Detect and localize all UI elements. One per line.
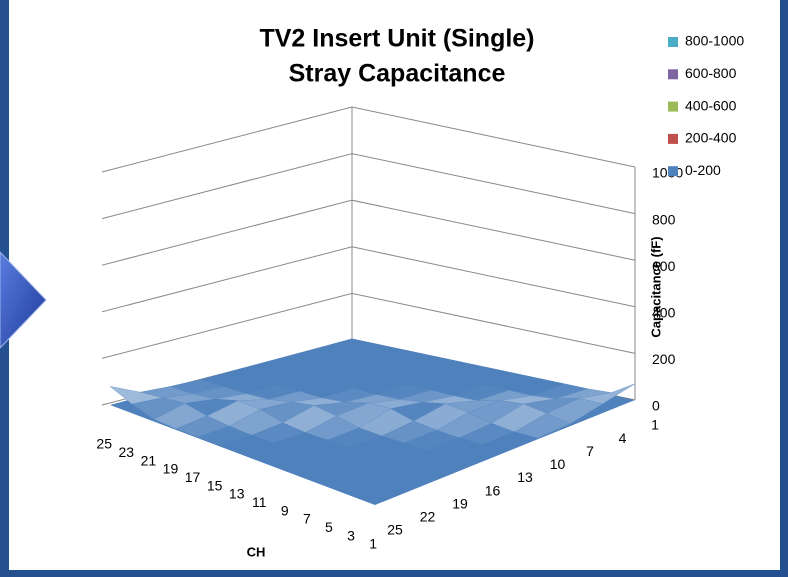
chart-subtitle: Stray Capacitance xyxy=(289,60,506,88)
surface-cell xyxy=(352,482,409,505)
x-tick-label: 17 xyxy=(185,469,201,485)
y-tick-label: 4 xyxy=(619,430,627,446)
x-axis-title: CH xyxy=(247,544,266,559)
x-tick-label: 11 xyxy=(252,494,267,510)
arrow-decoration xyxy=(0,251,47,349)
legend-label: 400-600 xyxy=(685,97,737,113)
y-tick-label: 1 xyxy=(651,417,659,433)
y-tick-label: 7 xyxy=(586,443,594,459)
x-tick-label: 3 xyxy=(347,527,355,543)
chart-title: TV2 Insert Unit (Single) xyxy=(259,25,534,53)
legend-swatch xyxy=(668,37,678,47)
x-tick-label: 13 xyxy=(229,486,245,502)
legend-label: 0-200 xyxy=(685,162,721,178)
x-tick-label: 23 xyxy=(119,444,135,460)
z-tick-label: 600 xyxy=(652,258,676,274)
x-tick-label: 25 xyxy=(96,436,112,452)
y-tick-label: 22 xyxy=(420,509,436,525)
y-tick-label: 25 xyxy=(387,522,403,538)
z-axis-title: Capacitance (fF) xyxy=(648,236,663,337)
legend-label: 200-400 xyxy=(685,130,737,146)
x-tick-label: 15 xyxy=(207,477,223,493)
x-tick-label: 7 xyxy=(303,511,311,527)
legend-swatch xyxy=(668,101,678,112)
x-tick-label: 9 xyxy=(281,502,289,518)
x-tick-label: 1 xyxy=(369,536,377,552)
y-tick-label: 19 xyxy=(452,495,468,511)
z-tick-label: 800 xyxy=(652,211,676,227)
z-tick-label: 0 xyxy=(652,398,660,414)
y-tick-label: 10 xyxy=(550,456,566,472)
y-tick-label: 13 xyxy=(517,469,533,485)
surface xyxy=(109,338,636,505)
z-tick-label: 400 xyxy=(652,305,676,321)
legend-swatch xyxy=(668,166,678,177)
z-tick-label: 200 xyxy=(652,351,676,367)
x-tick-label: 21 xyxy=(141,452,157,468)
x-tick-label: 19 xyxy=(163,461,179,477)
legend-swatch xyxy=(668,69,678,80)
legend-label: 600-800 xyxy=(685,65,737,81)
legend-label: 800-1000 xyxy=(685,33,744,49)
x-tick-label: 5 xyxy=(325,519,333,535)
y-tick-label: 16 xyxy=(485,482,501,498)
legend-swatch xyxy=(668,133,678,144)
z-tick-label: 1000 xyxy=(652,165,683,181)
